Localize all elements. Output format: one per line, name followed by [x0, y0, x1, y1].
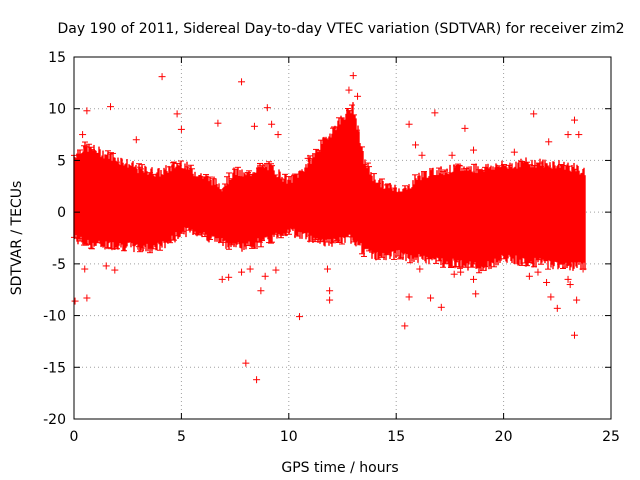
outlier-point [177, 125, 185, 133]
outlier-point [553, 304, 561, 312]
outlier-point [111, 266, 119, 274]
outlier-point [575, 131, 583, 139]
outlier-point [253, 376, 261, 384]
y-axis-title: SDTVAR / TECUs [9, 181, 25, 296]
y-tick-label: 10 [48, 102, 66, 118]
outlier-point [510, 148, 518, 156]
outlier-point [225, 273, 233, 281]
outlier-point [418, 151, 426, 159]
outlier-point [448, 151, 456, 159]
y-tick-label: -15 [43, 360, 66, 376]
x-tick-label: 25 [602, 429, 620, 445]
outlier-point [405, 293, 413, 301]
x-tick-label: 5 [177, 429, 186, 445]
outlier-point [345, 86, 353, 94]
outlier-point [238, 268, 246, 276]
outlier-point [263, 104, 271, 112]
outlier-point [326, 296, 334, 304]
outlier-point [250, 122, 258, 130]
outlier-point [450, 270, 458, 278]
outlier-point [81, 265, 89, 273]
outlier-point [461, 124, 469, 132]
outlier-point [570, 116, 578, 124]
outlier-point [158, 73, 166, 81]
outlier-point [102, 262, 110, 270]
axis-ticks: 0 5 10 15 20 25 15 10 5 0 -5 -10 -15 -20 [43, 50, 620, 445]
outlier-point [296, 313, 304, 321]
outlier-point [132, 136, 140, 144]
x-tick-label: 0 [70, 429, 79, 445]
outlier-point [274, 131, 282, 139]
outlier-point [304, 154, 312, 162]
outlier-point [573, 296, 581, 304]
outlier-point [530, 110, 538, 118]
outlier-point [257, 287, 265, 295]
outlier-point [405, 120, 413, 128]
outlier-point [416, 265, 424, 273]
outlier-point [470, 275, 478, 283]
outlier-point [437, 303, 445, 311]
outlier-point [431, 109, 439, 117]
x-axis-title: GPS time / hours [281, 460, 398, 476]
outlier-point [525, 272, 533, 280]
outlier-point [268, 120, 276, 128]
outlier-point [543, 278, 551, 286]
outlier-point [242, 359, 250, 367]
outlier-point [566, 281, 574, 289]
outlier-point [547, 293, 555, 301]
plot-frame [73, 56, 612, 420]
outlier-point [272, 266, 280, 274]
outlier-point [470, 146, 478, 154]
outlier-point [173, 110, 181, 118]
sdtvar-band-series [71, 102, 586, 274]
outlier-point [564, 275, 572, 283]
outlier-point [412, 141, 420, 149]
outlier-point [326, 287, 334, 295]
outlier-point [457, 268, 465, 276]
outlier-point [246, 265, 254, 273]
x-tick-label: 10 [280, 429, 298, 445]
outlier-point [83, 107, 91, 115]
outlier-point [579, 265, 587, 273]
outlier-point [107, 103, 115, 111]
outlier-point [214, 119, 222, 127]
y-tick-label: -20 [43, 412, 66, 428]
outlier-point [71, 297, 79, 305]
x-tick-label: 20 [495, 429, 513, 445]
y-tick-label: 5 [57, 153, 66, 169]
outlier-point [349, 72, 357, 80]
outlier-point [534, 268, 542, 276]
outlier-point [354, 92, 362, 100]
chart-title: Day 190 of 2011, Sidereal Day-to-day VTE… [58, 21, 625, 37]
y-tick-label: -10 [43, 309, 66, 325]
outlier-point [238, 78, 246, 86]
outlier-point [545, 138, 553, 146]
outlier-point [570, 331, 578, 339]
outlier-point [261, 272, 269, 280]
outlier-point [401, 322, 409, 330]
outlier-point [218, 275, 226, 283]
outlier-point [564, 131, 572, 139]
outlier-point [427, 294, 435, 302]
y-tick-label: -5 [52, 257, 66, 273]
x-tick-label: 15 [387, 429, 405, 445]
y-tick-label: 0 [57, 205, 66, 221]
outlier-point [83, 294, 91, 302]
y-tick-label: 15 [48, 50, 66, 66]
outlier-point [323, 265, 331, 273]
outlier-point [472, 290, 480, 298]
outlier-points-series [71, 72, 587, 384]
outlier-point [79, 131, 87, 139]
